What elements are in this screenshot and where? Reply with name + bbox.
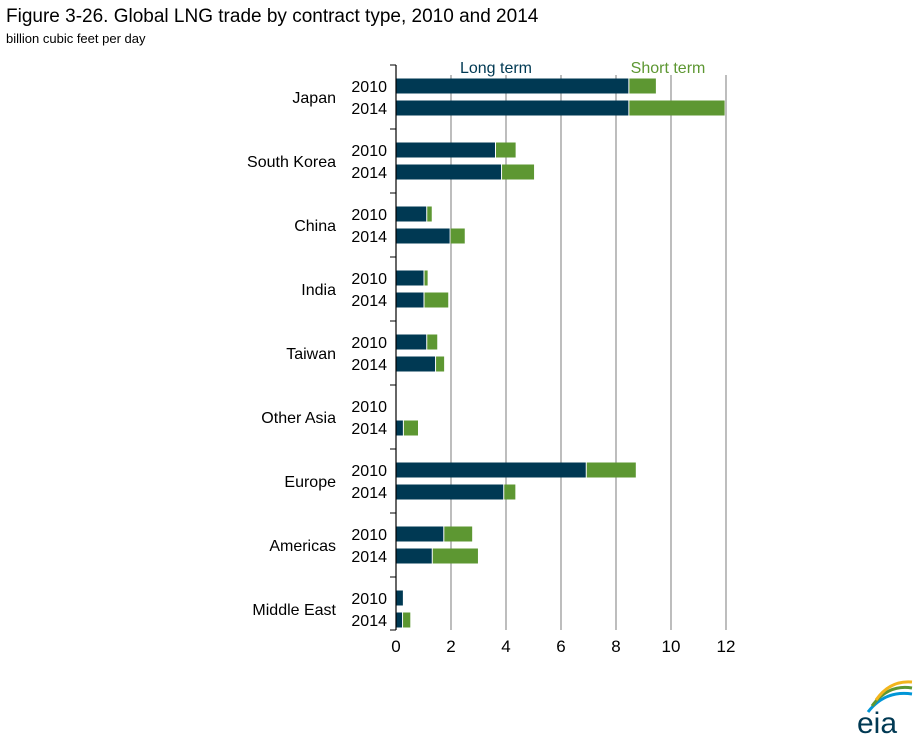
year-label: 2010	[351, 207, 387, 224]
category-label: Other Asia	[261, 410, 336, 427]
category-label: Japan	[292, 90, 336, 107]
category-label: Europe	[284, 474, 336, 491]
category-label: Middle East	[252, 602, 336, 619]
bar-long-term	[396, 100, 629, 116]
bar-short-term	[444, 526, 473, 542]
bar-long-term	[396, 334, 427, 350]
year-label: 2014	[351, 549, 387, 566]
x-tick-label: 6	[556, 637, 565, 656]
chart-title: Figure 3-26. Global LNG trade by contrac…	[6, 6, 539, 27]
year-label: 2014	[351, 613, 387, 630]
chart-subtitle: billion cubic feet per day	[6, 31, 146, 46]
bar-short-term	[629, 78, 656, 94]
eia-logo-arc	[866, 691, 913, 713]
bar-short-term	[436, 356, 445, 372]
bar-long-term	[396, 292, 424, 308]
bar-long-term	[396, 548, 432, 564]
legend-long-term: Long term	[460, 60, 532, 77]
year-label: 2010	[351, 527, 387, 544]
bar-long-term	[396, 420, 403, 436]
legend-short-term: Short term	[631, 60, 706, 77]
year-label: 2014	[351, 421, 387, 438]
bar-short-term	[432, 548, 478, 564]
bar-short-term	[504, 484, 516, 500]
year-label: 2014	[351, 293, 387, 310]
bar-short-term	[502, 164, 535, 180]
bar-short-term	[427, 334, 438, 350]
bar-short-term	[450, 228, 465, 244]
bar-long-term	[396, 164, 502, 180]
bar-long-term	[396, 270, 424, 286]
bar-short-term	[424, 270, 428, 286]
eia-logo-arc	[870, 685, 913, 707]
year-label: 2014	[351, 165, 387, 182]
bar-long-term	[396, 484, 504, 500]
bar-short-term	[496, 142, 516, 158]
x-tick-label: 10	[662, 637, 681, 656]
category-label: Americas	[269, 538, 336, 555]
bar-long-term	[396, 590, 403, 606]
bar-short-term	[586, 462, 636, 478]
x-tick-label: 2	[446, 637, 455, 656]
year-label: 2014	[351, 229, 387, 246]
bar-long-term	[396, 228, 450, 244]
category-label: South Korea	[247, 154, 336, 171]
year-label: 2014	[351, 357, 387, 374]
x-tick-label: 0	[391, 637, 400, 656]
bar-short-term	[403, 420, 418, 436]
bar-long-term	[396, 356, 436, 372]
year-label: 2010	[351, 143, 387, 160]
category-label: China	[294, 218, 336, 235]
bar-long-term	[396, 206, 427, 222]
eia-logo-arc	[874, 680, 913, 701]
bar-short-term	[427, 206, 432, 222]
x-tick-label: 4	[501, 637, 510, 656]
bar-long-term	[396, 142, 495, 158]
year-label: 2014	[351, 101, 387, 118]
year-label: 2010	[351, 271, 387, 288]
year-label: 2014	[351, 485, 387, 502]
year-label: 2010	[351, 335, 387, 352]
year-label: 2010	[351, 591, 387, 608]
x-tick-label: 8	[611, 637, 620, 656]
category-label: India	[301, 282, 336, 299]
year-label: 2010	[351, 399, 387, 416]
year-label: 2010	[351, 463, 387, 480]
bar-long-term	[396, 462, 586, 478]
bar-short-term	[403, 612, 411, 628]
x-tick-label: 12	[717, 637, 736, 656]
bar-long-term	[396, 526, 444, 542]
bar-long-term	[396, 612, 403, 628]
eia-logo: eia	[857, 707, 897, 740]
year-label: 2010	[351, 79, 387, 96]
bar-short-term	[629, 100, 725, 116]
category-label: Taiwan	[286, 346, 336, 363]
bar-short-term	[424, 292, 449, 308]
bar-long-term	[396, 78, 629, 94]
